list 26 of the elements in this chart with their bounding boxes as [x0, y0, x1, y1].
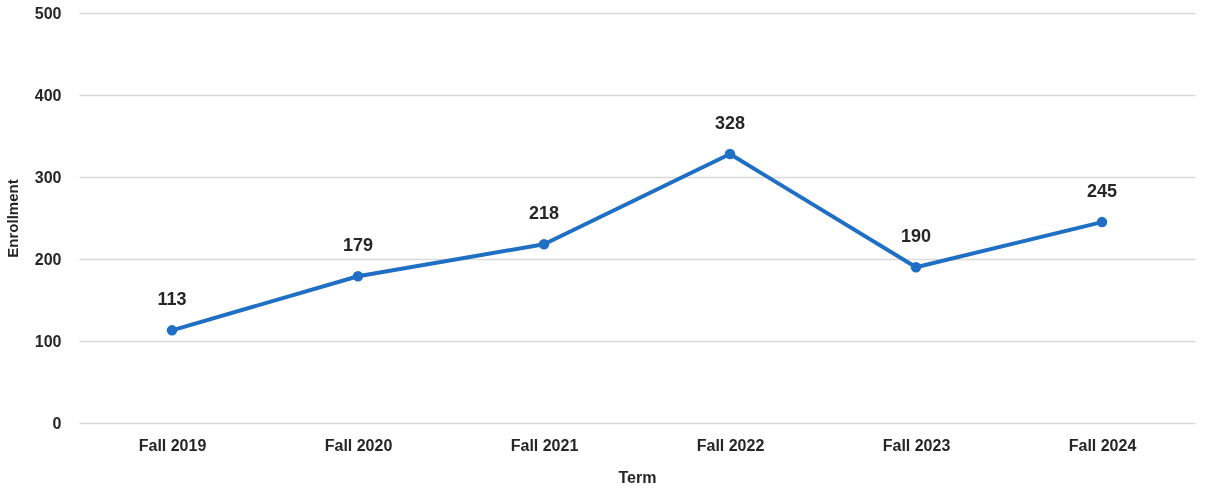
y-tick-label: 500	[34, 4, 62, 22]
data-label: 328	[714, 113, 746, 134]
point	[352, 270, 364, 282]
x-tick-label: Fall 2019	[138, 436, 207, 454]
x-tick-label: Fall 2023	[882, 436, 951, 454]
x-tick-label: Fall 2022	[696, 436, 765, 454]
x-tick-label: Fall 2024	[1068, 436, 1137, 454]
point	[538, 239, 550, 250]
data-label: 245	[1086, 181, 1118, 202]
y-tick-label: 0	[52, 414, 62, 432]
y-tick-label: 200	[34, 250, 62, 268]
x-tick-label: Fall 2021	[510, 436, 579, 454]
y-tick-label: 400	[34, 86, 62, 104]
point	[724, 148, 736, 160]
point	[1096, 216, 1108, 228]
y-tick-label: 100	[34, 332, 62, 350]
data-label: 218	[528, 203, 560, 224]
y-tick-label: 300	[34, 168, 62, 186]
y-axis-title: Enrollment	[3, 179, 21, 258]
x-axis-title: Term	[618, 468, 657, 486]
data-label: 113	[157, 289, 187, 310]
data-label: 179	[342, 235, 374, 256]
point	[910, 261, 922, 273]
data-label: 190	[900, 226, 932, 247]
x-tick-label: Fall 2020	[324, 436, 393, 454]
point	[166, 325, 178, 336]
